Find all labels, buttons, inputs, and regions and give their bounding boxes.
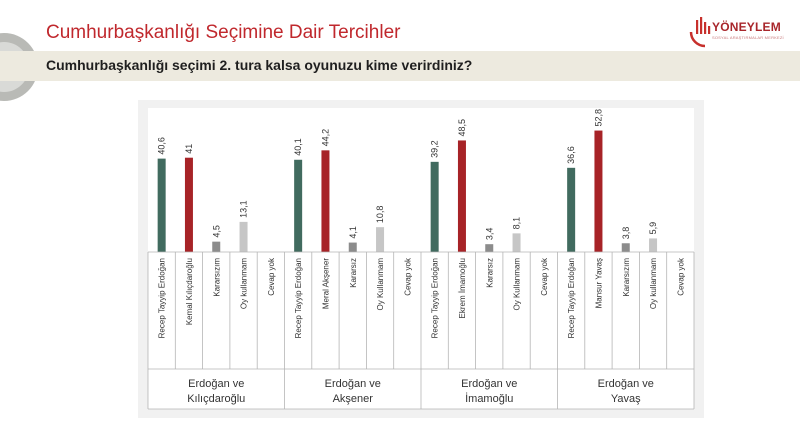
bar-chart: 40,6 Recep Tayyip Erdoğan 41 Kemal Kılıçdar…	[147, 108, 695, 410]
bar	[184, 157, 193, 252]
yoneylem-logo-icon	[689, 17, 711, 48]
page-title: Cumhurbaşkanlığı Seçimine Dair Tercihler	[46, 22, 401, 43]
bar	[485, 244, 494, 252]
category-label: Cevap yok	[267, 257, 276, 296]
data-label: 3,4	[484, 228, 494, 241]
bar	[649, 238, 658, 252]
data-label: 3,8	[621, 227, 631, 240]
category-label: Kararsızım	[622, 258, 631, 297]
category-label: Cevap yok	[403, 257, 412, 296]
category-label: Oy kullanmam	[649, 258, 658, 309]
data-label: 4,5	[211, 225, 221, 238]
group-label: Erdoğan ve	[325, 378, 381, 390]
group-label: Akşener	[333, 393, 374, 405]
category-label: Kemal Kılıçdaroğlu	[185, 258, 194, 325]
category-label: Cevap yok	[676, 257, 685, 296]
bar	[348, 242, 357, 252]
category-label: Kararsız	[349, 258, 358, 288]
category-label: Cevap yok	[540, 257, 549, 296]
data-label: 40,6	[157, 137, 167, 155]
data-label: 48,5	[457, 119, 467, 137]
logo-name: YÖNEYLEM	[712, 20, 781, 34]
data-label: 40,1	[293, 138, 303, 156]
group-label: Kılıçdaroğlu	[187, 393, 245, 405]
bar	[157, 158, 166, 252]
logo-tagline: SOSYAL ARAŞTIRMALAR MERKEZİ	[712, 35, 784, 40]
data-label: 36,6	[566, 146, 576, 164]
bar	[376, 227, 385, 252]
category-label: Kararsızım	[212, 258, 221, 297]
data-label: 41	[184, 144, 194, 154]
data-label: 4,1	[348, 226, 358, 239]
question-text: Cumhurbaşkanlığı seçimi 2. tura kalsa oy…	[46, 57, 473, 73]
category-label: Recep Tayyip Erdoğan	[294, 258, 303, 338]
group-label: Erdoğan ve	[598, 378, 654, 390]
bar	[321, 150, 330, 252]
bar	[212, 241, 221, 252]
category-label: Mansur Yavaş	[594, 258, 603, 308]
bar	[567, 167, 576, 252]
chart-panel: 40,6 Recep Tayyip Erdoğan 41 Kemal Kılıçdar…	[138, 100, 704, 418]
data-label: 8,1	[512, 217, 522, 230]
group-label: İmamoğlu	[465, 392, 513, 405]
category-label: Kararsız	[485, 258, 494, 288]
category-label: Recep Tayyip Erdoğan	[431, 258, 440, 338]
category-label: Ekrem İmamoğlu	[458, 258, 467, 318]
data-label: 39,2	[430, 140, 440, 158]
data-label: 5,9	[648, 222, 658, 235]
bar	[430, 161, 439, 252]
category-label: Recep Tayyip Erdoğan	[158, 258, 167, 338]
category-label: Meral Akşener	[321, 258, 330, 309]
category-label: Oy kullanmam	[240, 258, 249, 309]
category-label: Oy Kullanmam	[376, 258, 385, 311]
bar	[512, 233, 521, 252]
bar	[594, 130, 603, 252]
group-label: Yavaş	[611, 393, 641, 405]
group-label: Erdoğan ve	[188, 378, 244, 390]
data-label: 44,2	[320, 129, 330, 147]
group-label: Erdoğan ve	[461, 378, 517, 390]
bar	[457, 140, 466, 252]
category-label: Recep Tayyip Erdoğan	[567, 258, 576, 338]
bar	[621, 243, 630, 252]
question-banner	[0, 51, 800, 81]
bar	[294, 159, 303, 252]
category-label: Oy Kullanmam	[513, 258, 522, 311]
bar	[239, 221, 248, 252]
data-label: 52,8	[593, 109, 603, 127]
data-label: 10,8	[375, 206, 385, 224]
data-label: 13,1	[239, 200, 249, 218]
